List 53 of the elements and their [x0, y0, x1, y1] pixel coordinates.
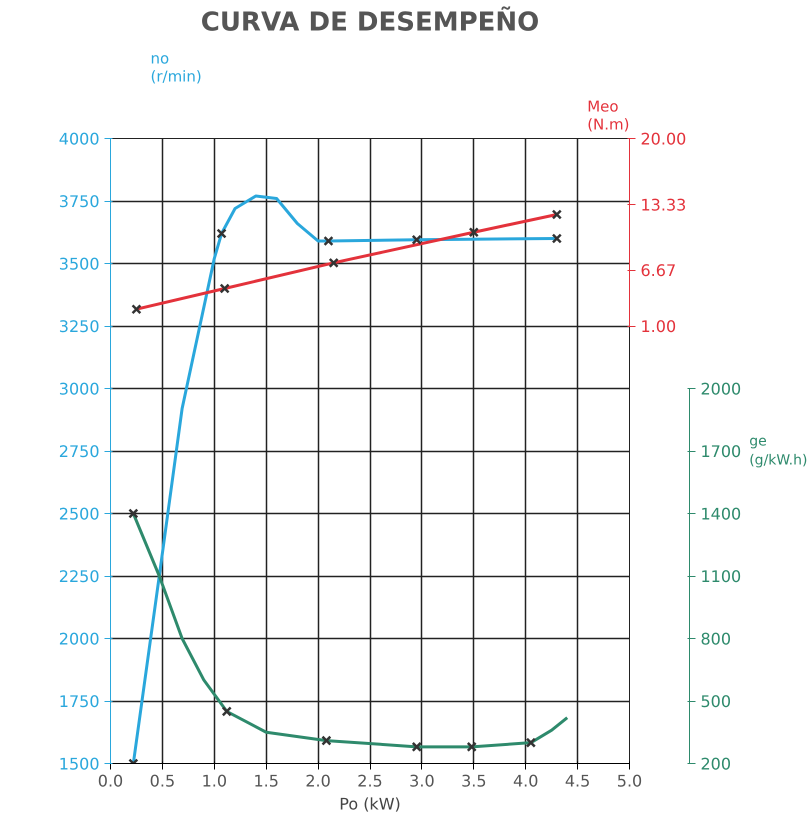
x-tick-label: 4.0 [512, 772, 538, 790]
y2-axis-title: Meo (N.m) [587, 98, 630, 134]
point [412, 234, 422, 245]
point [468, 227, 479, 238]
point [323, 236, 334, 246]
x-tick-label: 4.5 [564, 772, 590, 790]
point [526, 738, 536, 748]
x-tick-label: 0.0 [98, 772, 124, 790]
y-tick-label: 3500 [58, 254, 100, 274]
point [466, 742, 477, 752]
y3-axis-title: ge (g/kW.h) [749, 433, 808, 469]
y3-tick-label: 1700 [700, 442, 742, 461]
point [222, 706, 232, 717]
y3-tick-label: 1400 [700, 504, 742, 524]
y-axis-title: no (r/min) [150, 50, 202, 86]
y3-tick-label: 2000 [700, 380, 742, 398]
y-tick-label: 1500 [58, 754, 100, 774]
x-tick-label: 3.5 [461, 772, 487, 790]
point [328, 258, 339, 268]
point [412, 742, 422, 752]
chart-title: CURVA DE DESEMPEÑO [200, 6, 540, 38]
point [131, 304, 142, 314]
y2-tick-label: 13.33 [640, 195, 686, 214]
y3-tick-label: 800 [700, 630, 732, 648]
x-tick-label: 2.0 [305, 772, 331, 790]
y3-tick-label: 200 [700, 754, 732, 774]
y-tick-label: 2000 [58, 630, 100, 648]
point [321, 735, 332, 746]
y3-tick-label: 500 [700, 692, 732, 711]
y2-tick-label: 6.67 [640, 261, 676, 280]
x-tick-label: 3.0 [409, 772, 435, 790]
x-tick-label: 2.5 [357, 772, 383, 790]
y-tick-label: 2250 [58, 567, 100, 586]
y-tick-label: 3250 [58, 317, 100, 336]
y-tick-label: 4000 [58, 130, 100, 148]
point [216, 228, 227, 239]
y-tick-label: 2500 [58, 504, 100, 524]
point [552, 209, 562, 220]
y-tick-label: 3000 [58, 380, 100, 398]
y3-tick-label: 1100 [700, 567, 742, 586]
y2-tick-label: 1.00 [640, 317, 676, 336]
x-tick-label: 5.0 [616, 772, 642, 790]
y2-tick-label: 20.00 [640, 130, 686, 148]
point [220, 283, 230, 294]
x-tick-label: 0.5 [150, 772, 176, 790]
y-tick-label: 1750 [58, 692, 100, 711]
x-tick-label: 1.5 [253, 772, 279, 790]
y-tick-label: 3750 [58, 192, 100, 211]
point [128, 508, 138, 519]
point [552, 233, 562, 244]
x-tick-label: 1.0 [202, 772, 228, 790]
y-tick-label: 2750 [58, 442, 100, 461]
x-axis-title: Po (kW) [339, 794, 401, 814]
